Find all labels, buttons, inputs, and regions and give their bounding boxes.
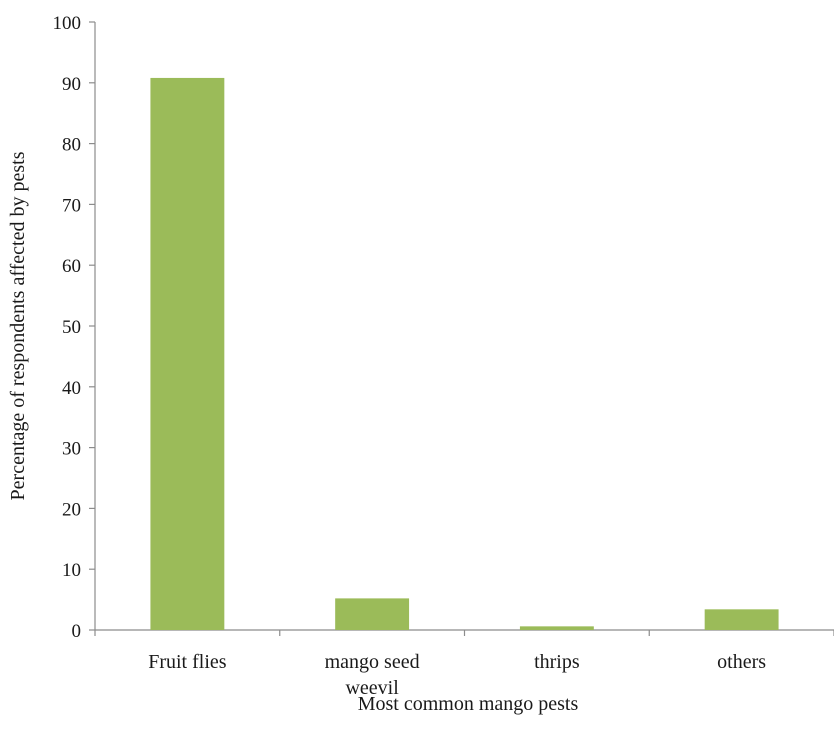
y-tick-label: 100 [53, 13, 82, 34]
x-tick-label: mango seed weevil [325, 651, 420, 699]
bars [150, 77, 779, 631]
x-axis-title: Most common mango pests [358, 693, 579, 715]
bar [519, 626, 594, 630]
y-tick-label: 90 [62, 74, 81, 95]
y-axis: 0 10 20 30 40 50 60 70 80 90 100 [53, 13, 96, 642]
y-tick-label: 70 [62, 195, 81, 216]
x-axis [94, 629, 834, 636]
y-tick-label: 10 [62, 560, 81, 581]
y-tick-label: 30 [62, 439, 81, 460]
bar [704, 609, 779, 630]
y-tick-label: 40 [62, 378, 81, 399]
y-tick-label: 50 [62, 317, 81, 338]
x-tick-labels: Fruit flies mango seed weevil thrips others [148, 651, 766, 699]
y-tick-label: 60 [62, 256, 81, 277]
x-tick-label: Fruit flies [148, 651, 227, 673]
x-tick-label: others [717, 651, 766, 673]
bar [150, 77, 225, 631]
y-tick-label: 80 [62, 135, 81, 156]
y-axis-title: Percentage of respondents affected by pe… [7, 151, 29, 500]
x-tick-label: thrips [534, 651, 580, 673]
y-tick-label: 0 [72, 621, 82, 642]
y-tick-label: 20 [62, 499, 81, 520]
bar [335, 598, 410, 630]
